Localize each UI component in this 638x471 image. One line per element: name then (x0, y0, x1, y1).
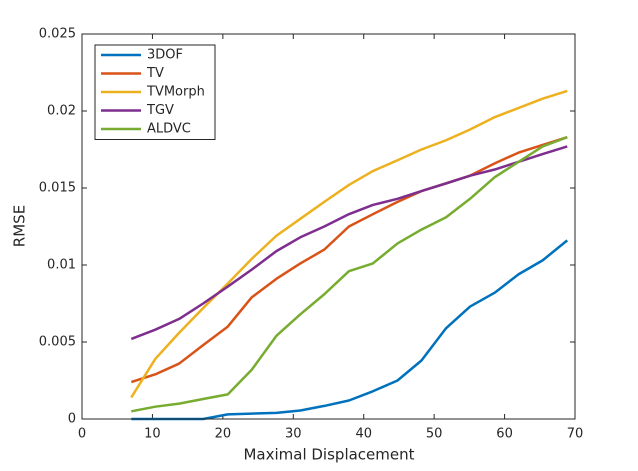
y-tick-label: 0.01 (47, 258, 76, 273)
x-tick-label: 60 (496, 427, 513, 442)
legend-label: TGV (146, 103, 174, 118)
series-line (130, 89, 568, 399)
x-axis-label: Maximal Displacement (243, 446, 414, 464)
y-axis-label: RMSE (11, 205, 29, 247)
y-tick-label: 0.005 (39, 335, 76, 350)
legend-label: ALDVC (147, 122, 191, 137)
x-tick-label: 50 (426, 427, 443, 442)
y-tick-label: 0 (68, 412, 76, 427)
x-tick-label: 30 (285, 427, 302, 442)
legend-label: TV (146, 66, 164, 81)
series-line (131, 136, 568, 413)
x-tick-label: 70 (567, 427, 584, 442)
x-tick-label: 20 (215, 427, 232, 442)
series-line (130, 145, 568, 341)
legend-label: 3DOF (147, 48, 183, 63)
y-tick-label: 0.015 (39, 181, 76, 196)
legend: 3DOF TV TVMorph TGV ALDVC (94, 44, 216, 140)
x-tick-label: 10 (144, 427, 161, 442)
x-tick-label: 40 (355, 427, 372, 442)
series-line (130, 135, 568, 384)
y-tick-label: 0.025 (39, 27, 76, 42)
y-tick-label: 0.02 (47, 104, 76, 119)
legend-label: TVMorph (146, 85, 205, 100)
x-tick-label: 0 (78, 427, 86, 442)
plot-frame (81, 33, 576, 420)
